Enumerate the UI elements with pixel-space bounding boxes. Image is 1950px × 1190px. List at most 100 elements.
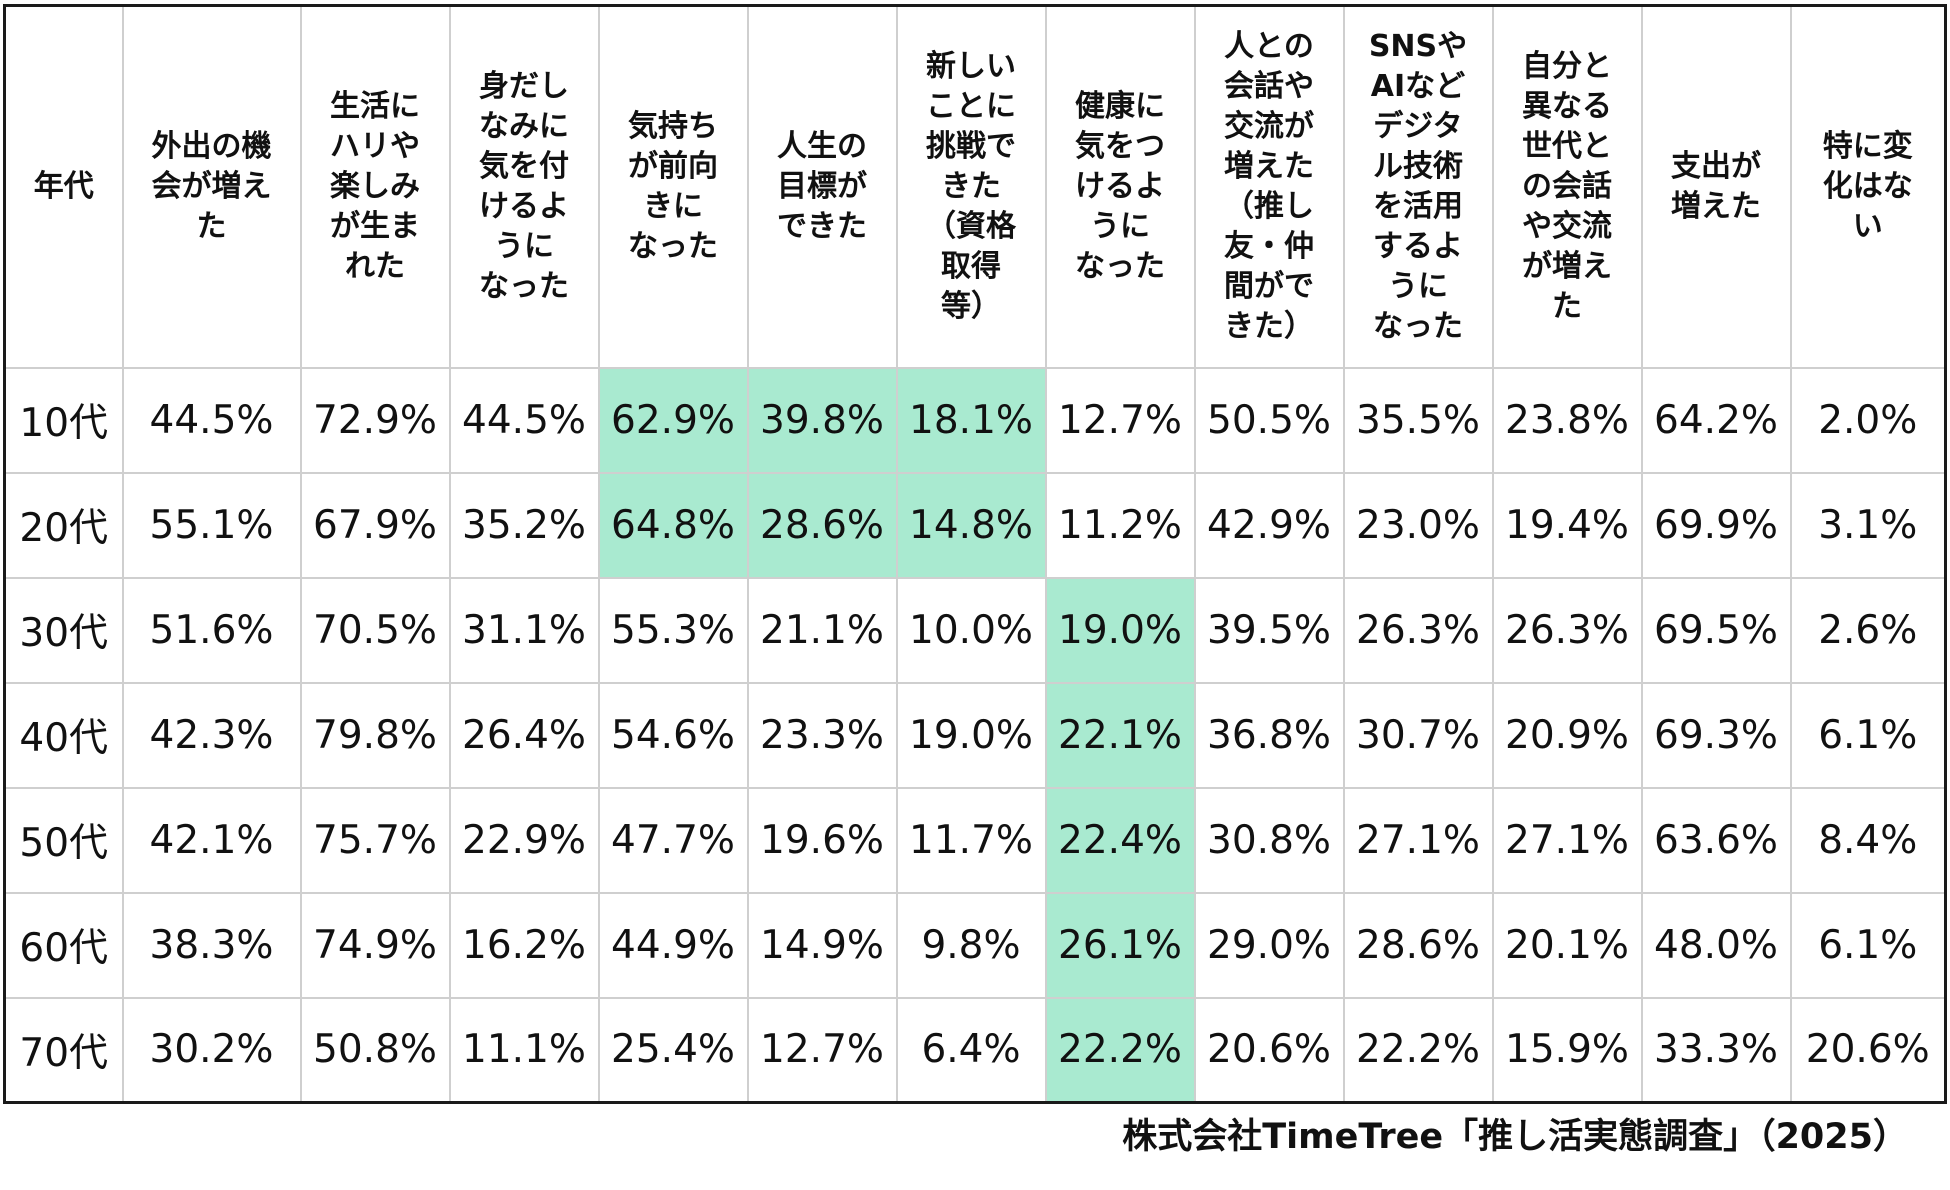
table-row: 50代 42.1% 75.7% 22.9% 47.7% 19.6% 11.7% 22.4% 30… xyxy=(3,786,1947,894)
data-cell: 69.3% xyxy=(1640,681,1792,789)
row-header-label: 年代 xyxy=(3,4,124,369)
data-cell: 22.4% xyxy=(1044,786,1196,894)
data-cell: 20.9% xyxy=(1491,681,1643,789)
data-cell: 31.1% xyxy=(448,576,600,684)
data-cell: 48.0% xyxy=(1640,891,1792,999)
data-cell: 9.8% xyxy=(895,891,1047,999)
data-cell: 2.0% xyxy=(1789,366,1947,474)
data-cell: 39.5% xyxy=(1193,576,1345,684)
column-header-11: 支出が 増えた xyxy=(1640,4,1792,369)
data-cell: 63.6% xyxy=(1640,786,1792,894)
row-label: 30代 xyxy=(3,576,124,684)
data-cell: 11.1% xyxy=(448,996,600,1104)
data-cell: 19.4% xyxy=(1491,471,1643,579)
data-cell: 42.9% xyxy=(1193,471,1345,579)
column-header-5: 人生の 目標が できた xyxy=(746,4,898,369)
data-cell: 36.8% xyxy=(1193,681,1345,789)
data-cell: 2.6% xyxy=(1789,576,1947,684)
data-cell: 19.6% xyxy=(746,786,898,894)
data-cell: 19.0% xyxy=(895,681,1047,789)
data-cell: 23.0% xyxy=(1342,471,1494,579)
row-label: 70代 xyxy=(3,996,124,1104)
data-cell: 51.6% xyxy=(121,576,302,684)
source-credit: 株式会社TimeTree「推し活実態調査」（2025） xyxy=(1122,1117,1908,1157)
column-header-10: 自分と 異なる 世代と の会話 や交流 が増え た xyxy=(1491,4,1643,369)
column-header-12: 特に変 化はな い xyxy=(1789,4,1947,369)
data-cell: 35.2% xyxy=(448,471,600,579)
data-cell: 75.7% xyxy=(299,786,451,894)
data-cell: 6.1% xyxy=(1789,891,1947,999)
data-cell: 72.9% xyxy=(299,366,451,474)
data-cell: 44.9% xyxy=(597,891,749,999)
data-cell: 23.3% xyxy=(746,681,898,789)
table-body: 10代 44.5% 72.9% 44.5% 62.9% 39.8% 18.1% 12.7% 50… xyxy=(3,366,1947,1104)
table-row: 40代 42.3% 79.8% 26.4% 54.6% 23.3% 19.0% 22.1% 36… xyxy=(3,681,1947,789)
row-label: 40代 xyxy=(3,681,124,789)
data-cell: 33.3% xyxy=(1640,996,1792,1104)
data-cell: 6.1% xyxy=(1789,681,1947,789)
data-cell: 22.2% xyxy=(1044,996,1196,1104)
data-cell: 21.1% xyxy=(746,576,898,684)
table-row: 60代 38.3% 74.9% 16.2% 44.9% 14.9% 9.8% 26.1% 29.… xyxy=(3,891,1947,999)
data-cell: 42.1% xyxy=(121,786,302,894)
column-header-7: 健康に 気をつ けるよ うに なった xyxy=(1044,4,1196,369)
data-cell: 64.8% xyxy=(597,471,749,579)
data-cell: 18.1% xyxy=(895,366,1047,474)
data-cell: 19.0% xyxy=(1044,576,1196,684)
column-header-8: 人との 会話や 交流が 増えた （推し 友・仲 間がで きた） xyxy=(1193,4,1345,369)
data-cell: 70.5% xyxy=(299,576,451,684)
data-cell: 8.4% xyxy=(1789,786,1947,894)
data-cell: 30.2% xyxy=(121,996,302,1104)
column-header-2: 生活に ハリや 楽しみ が生ま れた xyxy=(299,4,451,369)
column-header-9: SNSや AIなど デジタ ル技術 を活用 するよ うに なった xyxy=(1342,4,1494,369)
data-cell: 26.3% xyxy=(1491,576,1643,684)
data-cell: 67.9% xyxy=(299,471,451,579)
data-cell: 11.7% xyxy=(895,786,1047,894)
table-row: 10代 44.5% 72.9% 44.5% 62.9% 39.8% 18.1% 12.7% 50… xyxy=(3,366,1947,474)
data-cell: 22.9% xyxy=(448,786,600,894)
data-cell: 26.4% xyxy=(448,681,600,789)
data-cell: 15.9% xyxy=(1491,996,1643,1104)
data-cell: 39.8% xyxy=(746,366,898,474)
column-header-6: 新しい ことに 挑戦で きた （資格 取得 等） xyxy=(895,4,1047,369)
data-cell: 28.6% xyxy=(1342,891,1494,999)
table-row: 70代 30.2% 50.8% 11.1% 25.4% 12.7% 6.4% 22.2% 20.… xyxy=(3,996,1947,1104)
data-cell: 44.5% xyxy=(448,366,600,474)
survey-table: 年代 外出の機 会が増え た生活に ハリや 楽しみ が生ま れた 身だし なみに … xyxy=(3,4,1947,1104)
data-cell: 42.3% xyxy=(121,681,302,789)
data-cell: 14.9% xyxy=(746,891,898,999)
data-cell: 50.5% xyxy=(1193,366,1345,474)
table-row: 20代 55.1% 67.9% 35.2% 64.8% 28.6% 14.8% 11.2% 42… xyxy=(3,471,1947,579)
data-cell: 27.1% xyxy=(1342,786,1494,894)
data-cell: 44.5% xyxy=(121,366,302,474)
data-cell: 20.6% xyxy=(1789,996,1947,1104)
data-cell: 22.2% xyxy=(1342,996,1494,1104)
data-cell: 25.4% xyxy=(597,996,749,1104)
data-cell: 27.1% xyxy=(1491,786,1643,894)
data-cell: 69.9% xyxy=(1640,471,1792,579)
row-label: 20代 xyxy=(3,471,124,579)
table-row: 30代 51.6% 70.5% 31.1% 55.3% 21.1% 10.0% 19.0% 39… xyxy=(3,576,1947,684)
data-cell: 55.3% xyxy=(597,576,749,684)
data-cell: 74.9% xyxy=(299,891,451,999)
column-header-1: 外出の機 会が増え た xyxy=(121,4,302,369)
column-header-4: 気持ち が前向 きに なった xyxy=(597,4,749,369)
data-cell: 50.8% xyxy=(299,996,451,1104)
data-cell: 14.8% xyxy=(895,471,1047,579)
data-cell: 29.0% xyxy=(1193,891,1345,999)
data-cell: 10.0% xyxy=(895,576,1047,684)
data-cell: 28.6% xyxy=(746,471,898,579)
data-cell: 26.1% xyxy=(1044,891,1196,999)
data-cell: 62.9% xyxy=(597,366,749,474)
data-cell: 16.2% xyxy=(448,891,600,999)
data-cell: 6.4% xyxy=(895,996,1047,1104)
data-cell: 69.5% xyxy=(1640,576,1792,684)
data-cell: 11.2% xyxy=(1044,471,1196,579)
data-cell: 26.3% xyxy=(1342,576,1494,684)
data-cell: 20.1% xyxy=(1491,891,1643,999)
data-cell: 23.8% xyxy=(1491,366,1643,474)
data-cell: 54.6% xyxy=(597,681,749,789)
data-cell: 3.1% xyxy=(1789,471,1947,579)
data-cell: 12.7% xyxy=(1044,366,1196,474)
data-cell: 30.7% xyxy=(1342,681,1494,789)
